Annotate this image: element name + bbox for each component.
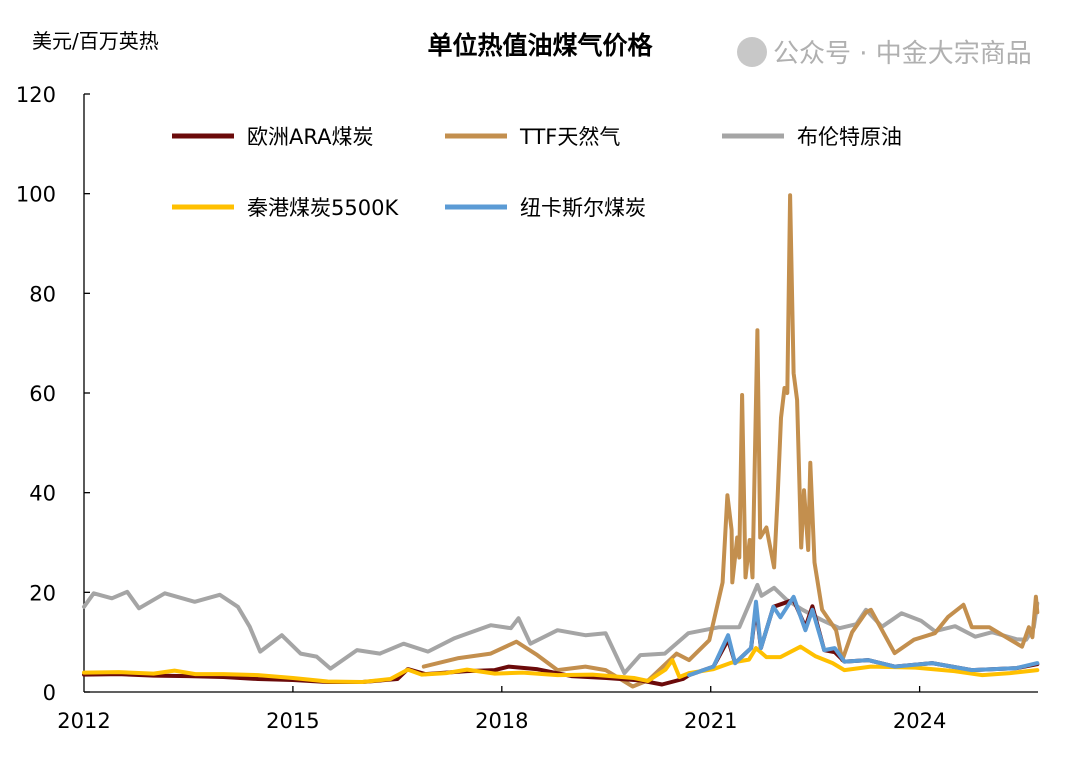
series-line-2 xyxy=(82,597,1040,687)
y-axis-unit-label: 美元/百万英热 xyxy=(32,29,159,53)
y-tick-label: 100 xyxy=(16,183,56,207)
x-tick-label: 2024 xyxy=(893,709,946,733)
series-line-4 xyxy=(687,594,1040,678)
legend-label: 欧洲ARA煤炭 xyxy=(247,125,373,149)
watermark-text: 公众号 · 中金大宗商品 xyxy=(773,39,1032,69)
chart-title: 单位热值油煤气价格 xyxy=(427,31,653,60)
y-tick-label: 120 xyxy=(16,83,56,107)
wechat-icon xyxy=(737,37,767,67)
axes: 0 20 40 60 80 100 120 2012 2015 2018 2021 2024 xyxy=(16,83,1038,733)
legend-label: 布伦特原油 xyxy=(797,125,902,149)
series-line-0 xyxy=(82,582,1040,676)
legend-label: 纽卡斯尔煤炭 xyxy=(520,196,646,220)
y-tick-label: 0 xyxy=(43,681,56,705)
y-tick-label: 60 xyxy=(29,382,56,406)
series-line-1 xyxy=(421,193,1040,689)
y-tick-label: 20 xyxy=(29,581,56,605)
series-group xyxy=(82,193,1040,689)
watermark: 公众号 · 中金大宗商品 xyxy=(737,37,1032,69)
legend-label: TTF天然气 xyxy=(519,125,620,149)
y-tick-label: 40 xyxy=(29,482,56,506)
x-tick-label: 2012 xyxy=(57,709,110,733)
x-tick-label: 2018 xyxy=(475,709,528,733)
x-tick-label: 2015 xyxy=(266,709,319,733)
series-line-3 xyxy=(82,644,1040,684)
y-tick-label: 80 xyxy=(29,282,56,306)
x-tick-label: 2021 xyxy=(684,709,737,733)
legend-label: 秦港煤炭5500K xyxy=(247,196,399,220)
